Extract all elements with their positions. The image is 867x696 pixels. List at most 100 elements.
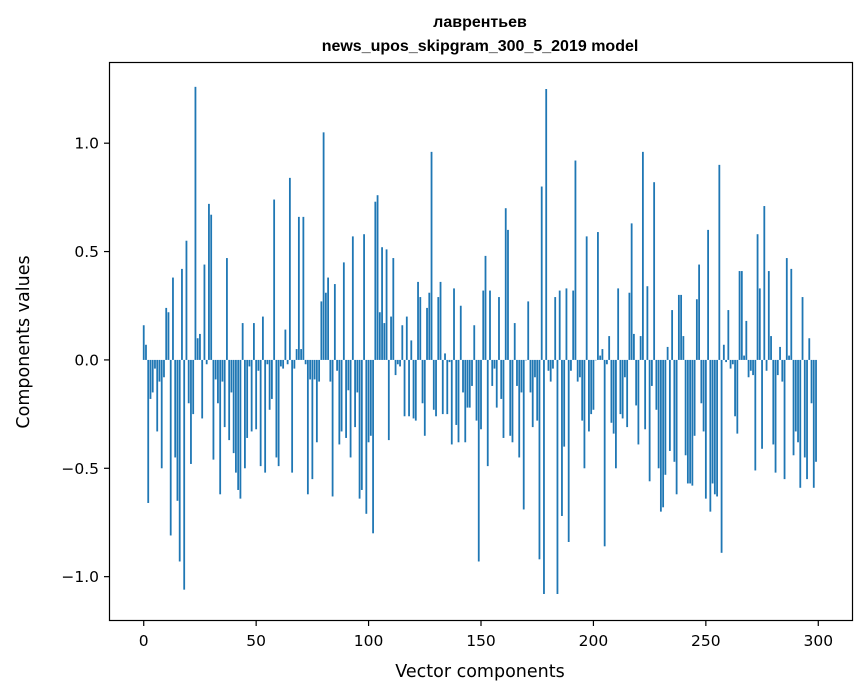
bar-component-220: [637, 359, 640, 445]
bar-component-239: [680, 294, 683, 360]
y-tick-label: 0.5: [74, 243, 99, 261]
bar-component-298: [812, 359, 815, 488]
bar-component-11: [167, 312, 170, 360]
bar-component-135: [446, 359, 449, 415]
bar-component-26: [201, 359, 204, 419]
bar-component-98: [363, 234, 365, 360]
bar-component-222: [641, 151, 644, 360]
bar-component-41: [235, 359, 237, 473]
bar-component-90: [345, 359, 347, 438]
bar-component-160: [502, 359, 505, 438]
bar-component-194: [579, 359, 581, 378]
bar-component-55: [266, 359, 269, 365]
bar-component-271: [752, 359, 754, 376]
bar-component-179: [545, 89, 548, 360]
bar-component-267: [743, 355, 745, 360]
x-tick-label: 50: [246, 632, 266, 650]
bar-component-184: [556, 359, 559, 594]
bar-component-139: [455, 359, 458, 425]
bar-component-243: [689, 359, 692, 484]
bar-component-240: [682, 336, 685, 360]
bar-component-40: [232, 359, 235, 454]
bar-component-238: [677, 294, 680, 360]
bar-component-175: [536, 359, 539, 421]
bar-component-64: [286, 359, 289, 365]
bar-component-78: [318, 359, 321, 382]
bar-component-293: [801, 297, 804, 360]
bar-component-71: [302, 216, 305, 360]
bar-component-235: [671, 310, 674, 360]
bar-component-97: [360, 359, 363, 490]
bar-component-178: [543, 359, 545, 594]
bar-component-74: [309, 359, 312, 380]
bar-component-37: [226, 258, 228, 360]
bar-component-58: [273, 199, 276, 360]
bar-component-209: [612, 359, 615, 434]
bar-component-291: [797, 359, 799, 443]
bar-component-113: [396, 359, 399, 365]
bar-component-115: [401, 325, 404, 360]
bar-component-164: [511, 359, 514, 443]
bar-component-32: [214, 359, 217, 380]
bar-component-219: [635, 359, 638, 406]
bar-component-273: [756, 234, 759, 360]
bar-component-140: [457, 359, 460, 443]
bar-component-47: [248, 359, 251, 367]
bar-component-203: [599, 355, 602, 360]
bar-component-83: [329, 359, 332, 382]
bar-component-92: [349, 359, 352, 458]
bar-component-9: [163, 359, 165, 378]
bar-component-33: [217, 359, 219, 404]
plot-frame: [108, 61, 854, 622]
bar-component-54: [264, 359, 267, 473]
bar-component-18: [183, 359, 186, 590]
bar-component-117: [405, 316, 408, 360]
bar-component-103: [374, 201, 377, 360]
bar-component-119: [410, 340, 413, 360]
x-axis-ticks: 0 50 100 150 200 250 300: [139, 620, 833, 650]
bar-component-261: [729, 359, 732, 369]
bar-component-217: [630, 223, 633, 360]
bar-component-147: [473, 325, 476, 360]
bar-component-13: [172, 277, 174, 360]
bar-component-141: [459, 305, 462, 360]
bar-component-283: [779, 346, 781, 360]
bar-component-255: [716, 359, 718, 497]
bar-component-16: [178, 359, 181, 562]
bar-component-101: [369, 359, 372, 436]
bar-component-214: [624, 359, 626, 378]
bar-component-281: [774, 359, 777, 473]
bar-component-17: [181, 268, 183, 360]
x-tick-label: 150: [466, 632, 496, 650]
bar-component-236: [673, 359, 676, 462]
bar-component-264: [736, 359, 739, 434]
bar-component-257: [720, 359, 723, 553]
bar-component-87: [338, 359, 341, 445]
bar-component-25: [199, 333, 201, 360]
bar-component-66: [291, 359, 294, 473]
bar-component-14: [174, 359, 177, 458]
bar-component-294: [803, 359, 806, 458]
bar-component-268: [745, 320, 748, 360]
bar-component-245: [693, 359, 696, 436]
bar-component-68: [295, 349, 298, 360]
bar-component-154: [489, 290, 491, 360]
y-tick-label: −1.0: [61, 568, 99, 586]
bar-component-262: [731, 359, 734, 365]
bar-component-210: [615, 359, 617, 469]
bar-component-29: [208, 203, 210, 360]
bar-component-131: [437, 297, 440, 360]
bar-component-259: [725, 359, 727, 363]
bar-component-148: [475, 359, 478, 421]
bar-component-2: [147, 359, 150, 503]
bar-component-122: [417, 281, 419, 360]
bar-component-136: [448, 359, 451, 363]
bar-component-251: [707, 229, 709, 360]
bar-component-118: [408, 359, 410, 417]
bar-component-290: [794, 359, 797, 432]
bar-component-143: [464, 359, 467, 443]
bar-component-260: [727, 310, 730, 360]
bar-component-165: [513, 323, 516, 360]
bar-component-229: [657, 359, 660, 469]
bar-component-86: [336, 359, 338, 371]
